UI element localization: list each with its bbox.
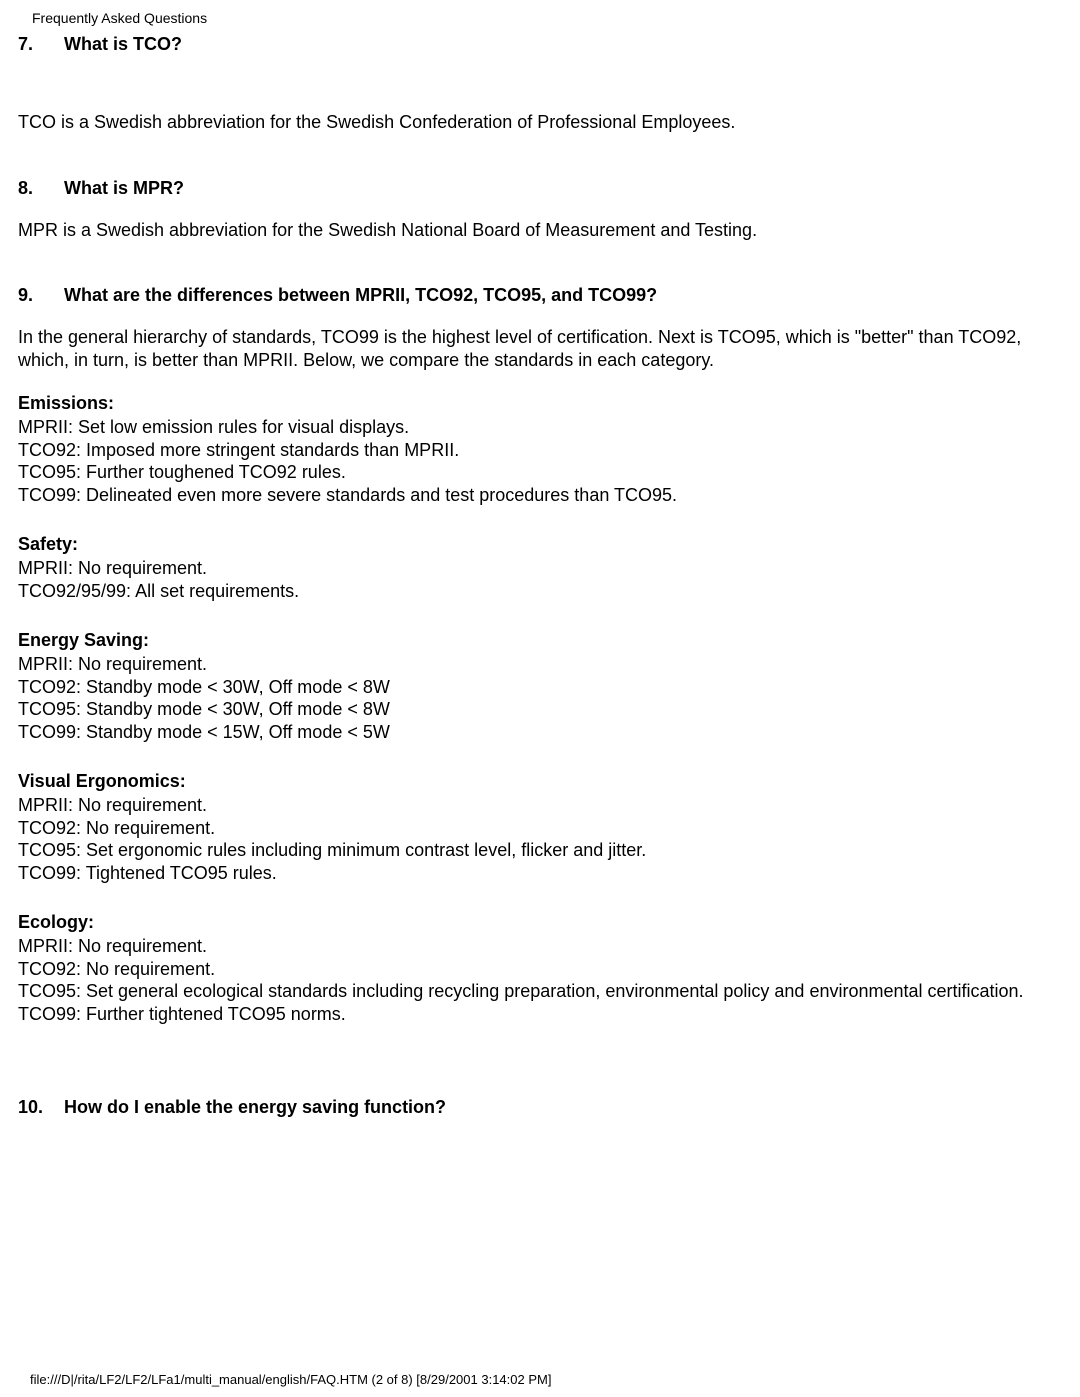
- question-9-number: 9.: [18, 285, 64, 306]
- question-10: 10. How do I enable the energy saving fu…: [18, 1097, 1062, 1118]
- safety-line-1: MPRII: No requirement.: [18, 557, 1062, 580]
- emissions-heading: Emissions:: [18, 393, 1062, 414]
- question-8-number: 8.: [18, 178, 64, 199]
- safety-line-2: TCO92/95/99: All set requirements.: [18, 580, 1062, 603]
- question-7-text: What is TCO?: [64, 34, 1062, 55]
- question-7-number: 7.: [18, 34, 64, 55]
- energy-line-2: TCO92: Standby mode < 30W, Off mode < 8W: [18, 676, 1062, 699]
- visual-line-1: MPRII: No requirement.: [18, 794, 1062, 817]
- answer-7: TCO is a Swedish abbreviation for the Sw…: [18, 111, 1062, 134]
- ecology-heading: Ecology:: [18, 912, 1062, 933]
- energy-line-1: MPRII: No requirement.: [18, 653, 1062, 676]
- emissions-line-2: TCO92: Imposed more stringent standards …: [18, 439, 1062, 462]
- document-title: Frequently Asked Questions: [32, 10, 1062, 26]
- safety-heading: Safety:: [18, 534, 1062, 555]
- ecology-line-2: TCO92: No requirement.: [18, 958, 1062, 981]
- question-10-text: How do I enable the energy saving functi…: [64, 1097, 1062, 1118]
- question-9: 9. What are the differences between MPRI…: [18, 285, 1062, 306]
- question-7: 7. What is TCO?: [18, 34, 1062, 55]
- energy-line-3: TCO95: Standby mode < 30W, Off mode < 8W: [18, 698, 1062, 721]
- energy-line-4: TCO99: Standby mode < 15W, Off mode < 5W: [18, 721, 1062, 744]
- energy-heading: Energy Saving:: [18, 630, 1062, 651]
- ecology-line-1: MPRII: No requirement.: [18, 935, 1062, 958]
- visual-line-3: TCO95: Set ergonomic rules including min…: [18, 839, 1062, 862]
- question-10-number: 10.: [18, 1097, 64, 1118]
- page-footer: file:///D|/rita/LF2/LF2/LFa1/multi_manua…: [30, 1372, 551, 1387]
- question-9-text: What are the differences between MPRII, …: [64, 285, 1062, 306]
- question-8: 8. What is MPR?: [18, 178, 1062, 199]
- visual-line-2: TCO92: No requirement.: [18, 817, 1062, 840]
- question-8-text: What is MPR?: [64, 178, 1062, 199]
- emissions-line-4: TCO99: Delineated even more severe stand…: [18, 484, 1062, 507]
- emissions-line-1: MPRII: Set low emission rules for visual…: [18, 416, 1062, 439]
- ecology-line-3: TCO95: Set general ecological standards …: [18, 980, 1062, 1003]
- ecology-line-4: TCO99: Further tightened TCO95 norms.: [18, 1003, 1062, 1026]
- visual-heading: Visual Ergonomics:: [18, 771, 1062, 792]
- answer-8: MPR is a Swedish abbreviation for the Sw…: [18, 219, 1062, 242]
- visual-line-4: TCO99: Tightened TCO95 rules.: [18, 862, 1062, 885]
- emissions-line-3: TCO95: Further toughened TCO92 rules.: [18, 461, 1062, 484]
- answer-9: In the general hierarchy of standards, T…: [18, 326, 1062, 371]
